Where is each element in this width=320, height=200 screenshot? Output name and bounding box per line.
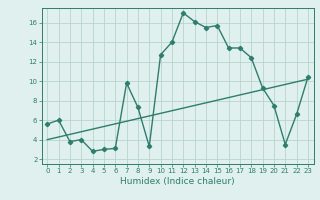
X-axis label: Humidex (Indice chaleur): Humidex (Indice chaleur) [120,177,235,186]
